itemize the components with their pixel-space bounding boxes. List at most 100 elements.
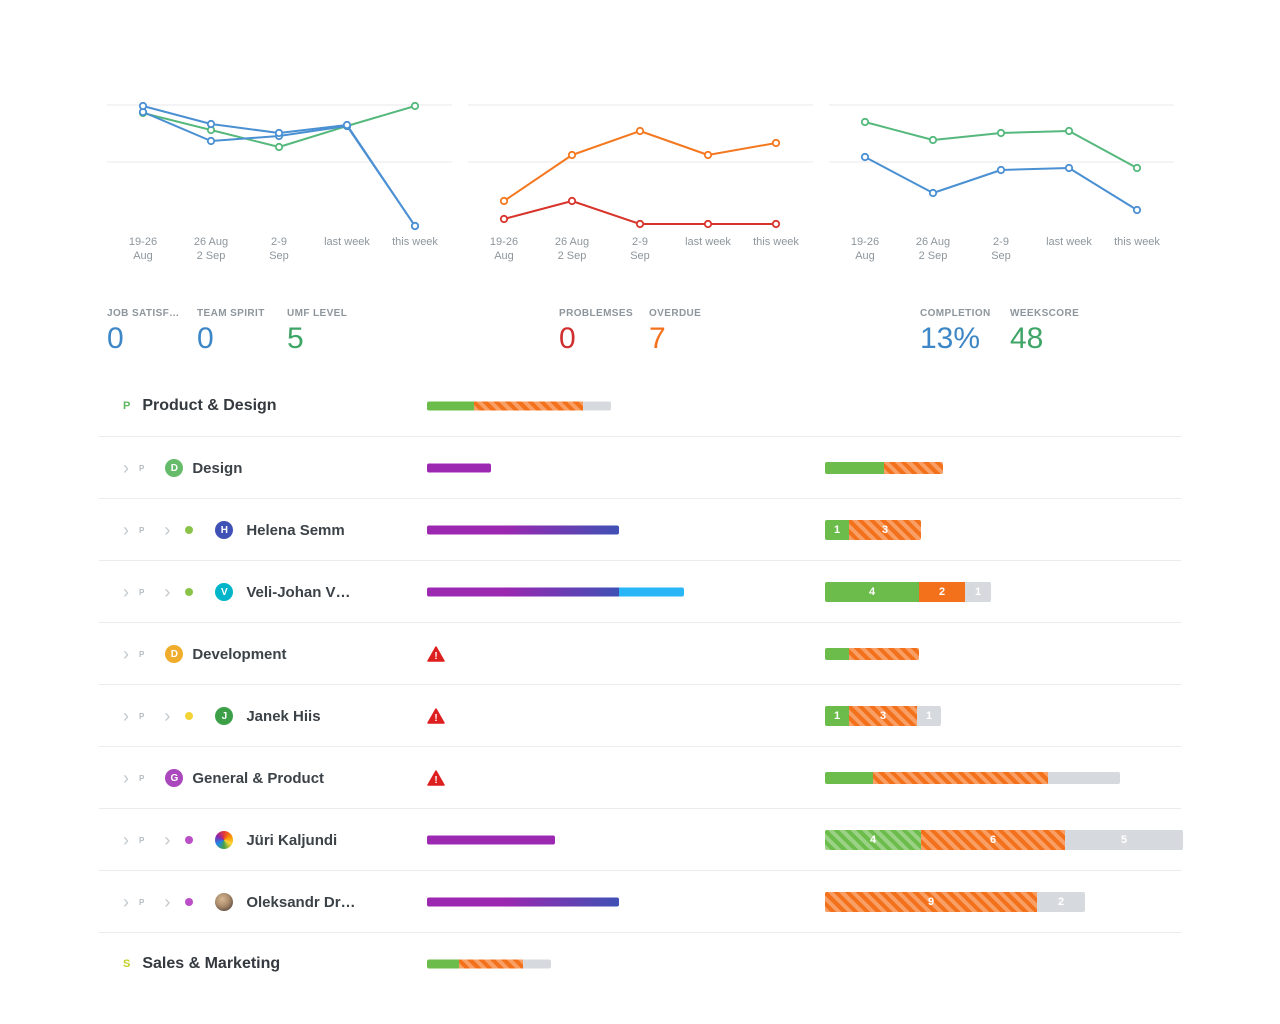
team-name[interactable]: Sales & Marketing xyxy=(142,955,281,972)
metric-label: JOB SATISF… xyxy=(107,308,180,319)
row-product-design[interactable]: P Product & Design xyxy=(99,375,1181,437)
metric-label: COMPLETION xyxy=(920,308,991,319)
data-point-job-satisfaction xyxy=(410,221,420,231)
chevron-right-icon[interactable]: › xyxy=(123,892,129,912)
data-point-problems xyxy=(499,214,509,224)
avatar xyxy=(215,831,234,849)
x-axis-label: 2-9 Sep xyxy=(991,235,1011,263)
x-axis-label-line: this week xyxy=(1114,236,1160,248)
x-axis-label: 26 Aug 2 Sep xyxy=(916,235,950,263)
row-oleksandr[interactable]: › P › Oleksandr Dr… 9 2 xyxy=(99,871,1181,933)
metric-completion: COMPLETION 13% xyxy=(920,308,1010,356)
row-juri-kaljundi[interactable]: › P › Jüri Kaljundi 4 6 5 xyxy=(99,809,1183,871)
item-name[interactable]: Helena Semm xyxy=(246,521,345,539)
metric-weekscore: WEEKSCORE 48 xyxy=(1010,308,1100,356)
x-axis-label: 19-26 Aug xyxy=(851,235,879,263)
chevron-right-icon[interactable]: › xyxy=(164,520,171,540)
chevron-right-icon[interactable]: › xyxy=(123,830,129,850)
data-point-weekscore xyxy=(860,117,870,127)
chevron-right-icon[interactable]: › xyxy=(123,520,129,540)
right-bar xyxy=(825,647,919,660)
item-name[interactable]: General & Product xyxy=(192,769,325,787)
progress-mid xyxy=(427,835,555,844)
right-bar-segment: 3 xyxy=(849,519,921,540)
progress-mid xyxy=(427,525,619,534)
status-dot xyxy=(185,898,194,906)
progress-mid xyxy=(427,897,619,906)
item-name[interactable]: Design xyxy=(192,459,243,477)
x-axis-label-line: 26 Aug xyxy=(193,236,229,248)
metric-overdue: OVERDUE 7 xyxy=(649,308,739,356)
row-label-group: › P › H Helena Semm xyxy=(99,499,345,561)
row-label-group: › P › V Veli-Johan V… xyxy=(99,561,351,623)
avatar: G xyxy=(165,769,184,787)
row-design[interactable]: › P D Design xyxy=(99,437,1181,499)
x-axis-label-line: Aug xyxy=(494,250,514,262)
completion-weekscore-chart: 19-26 Aug 26 Aug 2 Sep 2-9 Sep last week this w… xyxy=(829,95,1174,275)
mid-bar xyxy=(427,463,491,472)
mid-bar-segment xyxy=(459,959,523,969)
completion-weekscore-chart-plot xyxy=(829,104,1174,215)
x-axis-label-line: 2 Sep xyxy=(918,250,948,262)
row-label-group: › P › Oleksandr Dr… xyxy=(99,871,356,933)
status-dot xyxy=(185,712,194,720)
metric-umf-level: UMF LEVEL 5 xyxy=(287,308,377,356)
data-point-weekscore xyxy=(928,135,938,145)
svg-text:!: ! xyxy=(434,651,437,662)
charts-row: 19-26 Aug 26 Aug 2 Sep 2-9 Sep last week this w… xyxy=(107,95,1174,275)
item-name[interactable]: Veli-Johan V… xyxy=(246,583,351,601)
row-sales-marketing[interactable]: S Sales & Marketing xyxy=(99,933,1181,995)
item-name[interactable]: Janek Hiis xyxy=(246,707,321,725)
metric-group-2: PROBLEMSES 0 OVERDUE 7 xyxy=(468,308,813,356)
progress-mid: ! xyxy=(427,645,445,662)
x-axis-labels: 19-26 Aug 26 Aug 2 Sep 2-9 Sep last week this w… xyxy=(107,235,452,275)
data-point-weekscore xyxy=(996,128,1006,138)
chevron-right-icon[interactable]: › xyxy=(164,830,171,850)
right-bar-segment xyxy=(825,771,873,784)
row-development[interactable]: › P D Development! xyxy=(99,623,1181,685)
chevron-right-icon[interactable]: › xyxy=(123,768,129,788)
item-name[interactable]: Development xyxy=(192,645,287,663)
data-point-overdue xyxy=(567,150,577,160)
data-point-umf-level xyxy=(274,142,284,152)
x-axis-label: 26 Aug 2 Sep xyxy=(194,235,228,263)
right-bar-segment: 2 xyxy=(919,581,965,602)
metric-group-3: COMPLETION 13% WEEKSCORE 48 xyxy=(829,308,1174,356)
chevron-right-icon[interactable]: › xyxy=(123,582,129,602)
data-point-problems xyxy=(635,219,645,229)
metric-value: 48 xyxy=(1010,322,1044,355)
chevron-right-icon[interactable]: › xyxy=(164,582,171,602)
avatar xyxy=(215,893,234,911)
x-axis-label: 2-9 Sep xyxy=(269,235,289,263)
metric-group-1: JOB SATISF… 0 TEAM SPIRIT 0 UMF LEVEL 5 xyxy=(107,308,452,356)
row-helena-semm[interactable]: › P › H Helena Semm 1 3 xyxy=(99,499,1181,561)
metric-label: UMF LEVEL xyxy=(287,308,348,319)
chevron-right-icon[interactable]: › xyxy=(123,458,129,478)
mid-bar xyxy=(427,401,611,410)
metric-team-spirit: TEAM SPIRIT 0 xyxy=(197,308,287,356)
item-name[interactable]: Jüri Kaljundi xyxy=(246,831,338,849)
team-name[interactable]: Product & Design xyxy=(142,397,277,414)
item-name[interactable]: Oleksandr Dr… xyxy=(246,893,356,911)
row-label-group: › P D Development xyxy=(99,623,287,685)
data-point-completion xyxy=(996,165,1006,175)
row-veli-johan[interactable]: › P › V Veli-Johan V… 4 2 1 xyxy=(99,561,1181,623)
x-axis-label-line: last week xyxy=(685,236,731,248)
chevron-right-icon[interactable]: › xyxy=(123,644,129,664)
right-bar-segment: 4 xyxy=(825,829,921,850)
right-bar xyxy=(825,771,1120,784)
team-code: P xyxy=(139,773,145,783)
chevron-right-icon[interactable]: › xyxy=(123,706,129,726)
row-general-product[interactable]: › P G General & Product! xyxy=(99,747,1181,809)
avatar: V xyxy=(215,583,234,601)
x-axis-label-line: 19-26 xyxy=(850,236,880,248)
status-dot xyxy=(185,526,194,534)
x-axis-label: this week xyxy=(1114,235,1160,249)
progress-mid xyxy=(427,959,551,969)
x-axis-label: last week xyxy=(1046,235,1092,249)
metric-label: TEAM SPIRIT xyxy=(197,308,265,319)
chevron-right-icon[interactable]: › xyxy=(164,706,171,726)
row-janek-hiis[interactable]: › P › J Janek Hiis! 1 3 1 xyxy=(99,685,1181,747)
chevron-right-icon[interactable]: › xyxy=(164,892,171,912)
progress-mid xyxy=(427,463,491,472)
